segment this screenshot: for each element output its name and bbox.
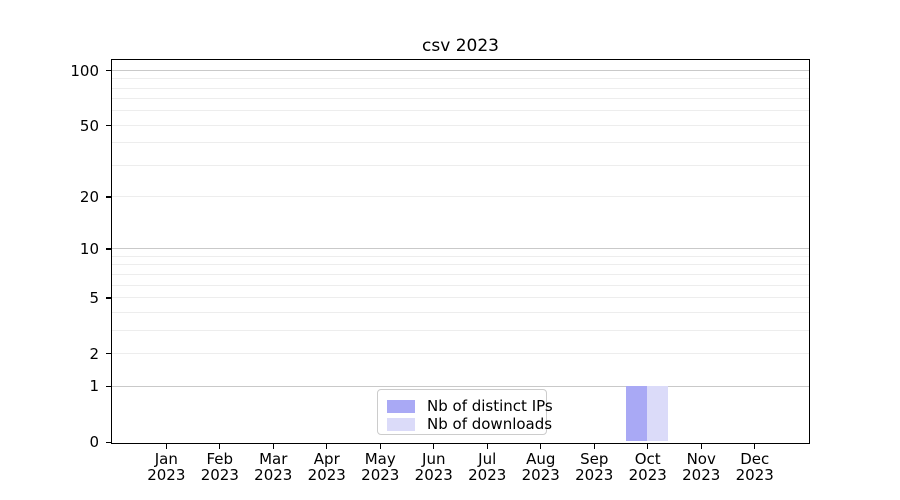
y-tick-label: 50	[79, 116, 99, 135]
y-tick-label: 5	[89, 288, 99, 307]
bar-nb-of-distinct-ips	[625, 385, 647, 442]
minor-gridline	[112, 78, 809, 80]
x-tick-mark	[754, 444, 756, 449]
y-tick-label: 100	[70, 61, 99, 80]
minor-gridline	[112, 273, 809, 275]
x-tick-mark	[433, 444, 435, 449]
y-tick-mark	[106, 297, 111, 299]
minor-gridline	[112, 124, 809, 126]
major-gridline	[112, 248, 809, 250]
minor-gridline	[112, 164, 809, 166]
legend-swatch-downloads	[387, 417, 415, 431]
x-tick-mark	[326, 444, 328, 449]
y-tick-label: 10	[79, 240, 99, 259]
minor-gridline	[112, 196, 809, 198]
legend-label-downloads: Nb of downloads	[427, 415, 553, 433]
plot-area	[111, 59, 810, 444]
x-tick-label: Feb 2023	[200, 450, 239, 484]
minor-gridline	[112, 255, 809, 257]
major-gridline	[112, 385, 809, 387]
x-tick-mark	[379, 444, 381, 449]
legend-item-downloads: Nb of downloads	[387, 415, 552, 433]
x-tick-label: Jan 2023	[147, 450, 186, 484]
x-tick-mark	[486, 444, 488, 449]
y-tick-mark	[106, 69, 111, 72]
x-tick-label: Nov 2023	[682, 450, 721, 484]
y-tick-label: 1	[89, 377, 99, 396]
x-tick-label: Mar 2023	[254, 450, 293, 484]
legend: Nb of distinct IPs Nb of downloads	[377, 389, 553, 435]
x-tick-label: Aug 2023	[521, 450, 560, 484]
x-tick-label: May 2023	[361, 450, 400, 484]
x-tick-mark	[540, 444, 542, 449]
x-tick-mark	[593, 444, 595, 449]
minor-gridline	[112, 98, 809, 100]
x-tick-mark	[647, 444, 649, 449]
x-tick-mark	[165, 444, 167, 449]
major-gridline	[112, 69, 809, 71]
y-tick-mark	[106, 441, 111, 443]
x-tick-label: Sep 2023	[575, 450, 614, 484]
minor-gridline	[112, 110, 809, 112]
minor-gridline	[112, 284, 809, 286]
y-tick-mark	[106, 196, 111, 198]
x-tick-label: Dec 2023	[735, 450, 774, 484]
x-tick-mark	[219, 444, 221, 449]
minor-gridline	[112, 264, 809, 266]
y-tick-label: 0	[89, 433, 99, 452]
x-tick-label: Jun 2023	[414, 450, 453, 484]
y-tick-mark	[106, 124, 111, 127]
minor-gridline	[112, 297, 809, 299]
y-tick-mark	[106, 385, 111, 388]
bar-nb-of-downloads	[646, 385, 669, 442]
y-tick-mark	[106, 248, 111, 250]
x-tick-label: Jul 2023	[468, 450, 507, 484]
minor-gridline	[112, 352, 809, 354]
y-tick-label: 2	[89, 344, 99, 363]
y-tick-label: 20	[79, 188, 99, 207]
x-tick-label: Oct 2023	[628, 450, 667, 484]
legend-swatch-distinct-ips	[387, 399, 415, 413]
legend-label-distinct-ips: Nb of distinct IPs	[427, 397, 553, 415]
x-tick-label: Apr 2023	[307, 450, 346, 484]
minor-gridline	[112, 87, 809, 89]
y-tick-mark	[106, 353, 111, 355]
minor-gridline	[112, 311, 809, 313]
legend-item-distinct-ips: Nb of distinct IPs	[387, 397, 553, 415]
x-tick-mark	[700, 444, 702, 449]
minor-gridline	[112, 142, 809, 144]
chart-title: csv 2023	[422, 36, 499, 56]
minor-gridline	[112, 329, 809, 331]
x-tick-mark	[272, 444, 274, 449]
